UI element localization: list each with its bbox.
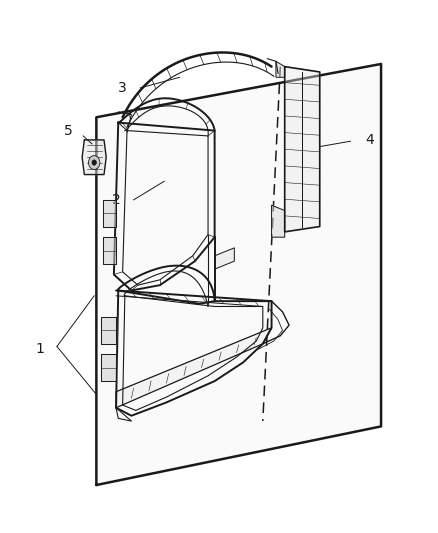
Polygon shape [272,205,285,237]
Polygon shape [116,328,272,408]
Text: 3: 3 [118,81,127,95]
Polygon shape [276,61,285,77]
Polygon shape [96,64,381,485]
Polygon shape [101,317,116,344]
Polygon shape [82,140,106,175]
Circle shape [88,156,100,169]
Polygon shape [285,67,320,232]
Polygon shape [101,354,116,381]
Circle shape [92,160,96,165]
Text: 1: 1 [35,342,44,356]
Text: 4: 4 [366,133,374,147]
Text: 2: 2 [112,193,120,207]
Polygon shape [103,237,116,264]
Polygon shape [103,200,116,227]
Text: 5: 5 [64,124,72,138]
Polygon shape [215,248,234,269]
